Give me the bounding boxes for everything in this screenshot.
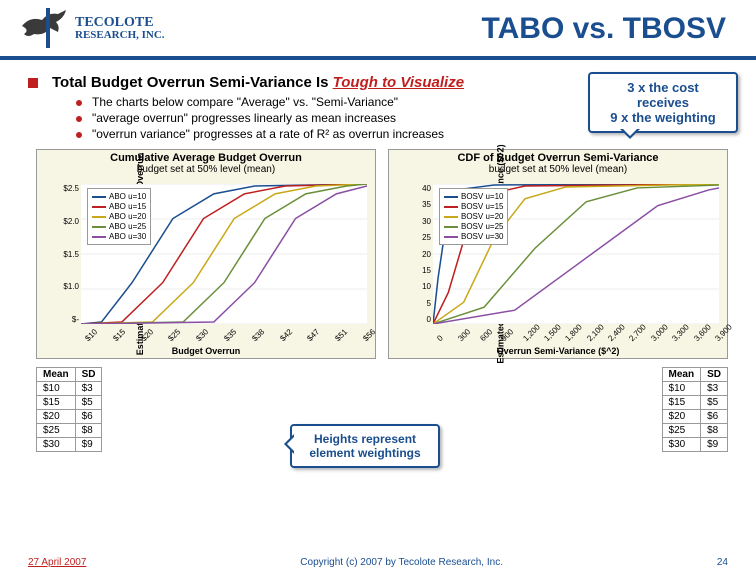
table-row: $20$6: [37, 410, 102, 424]
chart-title: CDF of Budget Overrun Semi-Variance: [389, 152, 727, 164]
slide-title: TABO vs. TBOSV: [482, 12, 726, 46]
bullet-item: "average overrun" progresses linearly as…: [76, 111, 728, 125]
legend-item: BOSV u=20: [444, 212, 503, 221]
stats-table: MeanSD$10$3$15$5$20$6$25$8$30$9: [36, 367, 102, 452]
chart-subtitle: budget set at 50% level (mean): [389, 164, 727, 175]
chart-right: CDF of Budget Overrun Semi-Variance budg…: [388, 149, 728, 359]
bullet-text: "average overrun" progresses linearly as…: [92, 111, 396, 125]
bullet-text: The charts below compare "Average" vs. "…: [92, 95, 398, 109]
legend-item: BOSV u=30: [444, 232, 503, 241]
legend-item: ABO u=10: [92, 192, 146, 201]
footer-date: 27 April 2007: [28, 557, 86, 568]
legend-item: ABO u=20: [92, 212, 146, 221]
y-ticks: $2.5$2.0$1.5$1.0$-: [61, 184, 79, 324]
x-axis-label: Overrun Semi-Variance ($^2): [497, 346, 620, 356]
table-row: $15$5: [662, 396, 727, 410]
legend-item: BOSV u=10: [444, 192, 503, 201]
table-row: $25$8: [37, 424, 102, 438]
bullet-dot-icon: [76, 132, 82, 138]
main-heading: Total Budget Overrun Semi-Variance Is To…: [52, 74, 464, 91]
table-row: $30$9: [37, 438, 102, 452]
chart-subtitle: budget set at 50% level (mean): [37, 164, 375, 175]
chart-legend: BOSV u=10BOSV u=15BOSV u=20BOSV u=25BOSV…: [439, 188, 508, 245]
bullet-dot-icon: [76, 116, 82, 122]
footer-copyright: Copyright (c) 2007 by Tecolote Research,…: [300, 557, 503, 568]
chart-left: Cumulative Average Budget Overrun budget…: [36, 149, 376, 359]
table-row: $25$8: [662, 424, 727, 438]
bullet-text: "overrun variance" progresses at a rate …: [92, 127, 444, 141]
callout-heights: Heights representelement weightings: [290, 424, 440, 468]
legend-item: BOSV u=25: [444, 222, 503, 231]
footer-page-number: 24: [717, 557, 728, 568]
company-name: TECOLOTE RESEARCH, INC.: [75, 16, 165, 41]
legend-item: ABO u=30: [92, 232, 146, 241]
x-ticks: $10$15$20$25$30$35$38$42$47$51$56: [81, 331, 367, 340]
table-row: $10$3: [37, 382, 102, 396]
table-row: $15$5: [37, 396, 102, 410]
bullet-dot-icon: [76, 100, 82, 106]
heading-row: Total Budget Overrun Semi-Variance Is To…: [28, 74, 728, 91]
y-ticks: 4035302520151050: [413, 184, 431, 324]
slide-header: TECOLOTE RESEARCH, INC. TABO vs. TBOSV: [0, 0, 756, 60]
slide-footer: 27 April 2007 Copyright (c) 2007 by Teco…: [0, 557, 756, 568]
slide-content: Total Budget Overrun Semi-Variance Is To…: [0, 60, 756, 452]
legend-item: ABO u=25: [92, 222, 146, 231]
x-ticks: 03006009001,2001,5001,8002,1002,4002,700…: [433, 331, 719, 340]
stats-table: MeanSD$10$3$15$5$20$6$25$8$30$9: [662, 367, 728, 452]
legend-item: BOSV u=15: [444, 202, 503, 211]
eagle-icon: [20, 8, 70, 48]
table-row: $10$3: [662, 382, 727, 396]
square-bullet-icon: [28, 78, 38, 88]
table-row: $20$6: [662, 410, 727, 424]
bullet-item: The charts below compare "Average" vs. "…: [76, 95, 728, 109]
charts-row: Cumulative Average Budget Overrun budget…: [36, 149, 728, 359]
chart-title: Cumulative Average Budget Overrun: [37, 152, 375, 164]
company-logo: TECOLOTE RESEARCH, INC.: [20, 8, 165, 48]
x-axis-label: Budget Overrun: [172, 346, 241, 356]
table-row: $30$9: [662, 438, 727, 452]
legend-item: ABO u=15: [92, 202, 146, 211]
chart-legend: ABO u=10ABO u=15ABO u=20ABO u=25ABO u=30: [87, 188, 151, 245]
